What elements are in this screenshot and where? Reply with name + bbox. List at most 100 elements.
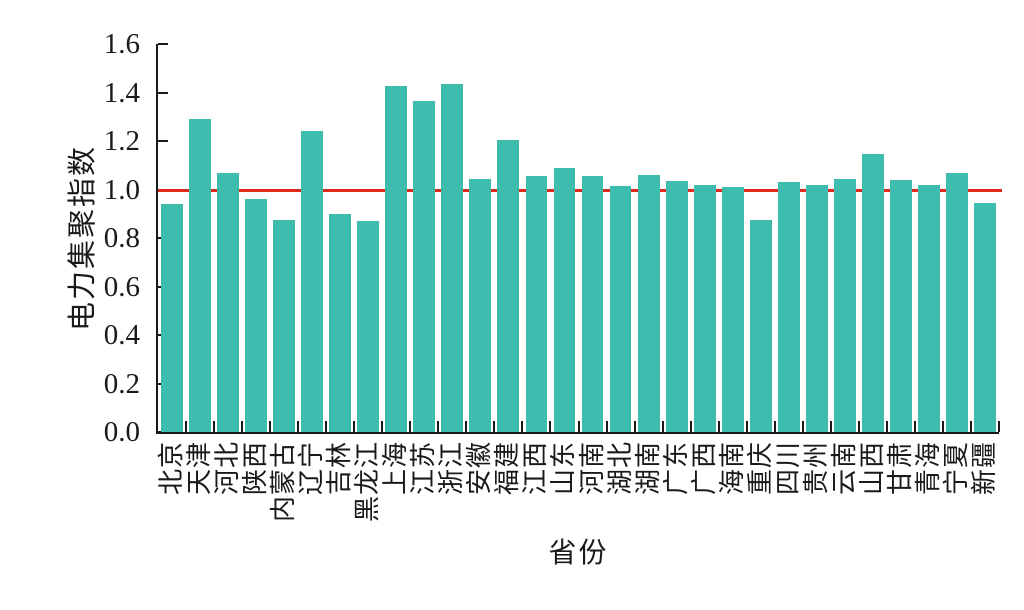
x-axis-tick	[297, 421, 300, 432]
bar-吉林	[329, 213, 352, 432]
x-tick-label-text: 湖南	[633, 441, 663, 496]
y-axis-tick	[158, 43, 168, 45]
bar-湖南	[637, 174, 660, 432]
x-tick-label-text: 福建	[493, 441, 523, 496]
bar-江西	[525, 176, 548, 432]
x-axis-tick	[801, 421, 804, 432]
bar-浙江	[441, 84, 464, 432]
x-axis-tick	[773, 421, 776, 432]
x-axis-tick	[241, 421, 244, 432]
bar-广东	[665, 181, 688, 432]
x-axis-tick	[549, 421, 552, 432]
x-tick-label-text: 重庆	[745, 441, 775, 496]
x-tick-label-text: 山西	[857, 441, 887, 496]
x-axis-tick	[689, 421, 692, 432]
x-tick-label-text: 陕西	[241, 441, 271, 496]
x-axis-tick	[857, 421, 860, 432]
x-axis-tick	[661, 421, 664, 432]
bar-辽宁	[301, 131, 324, 432]
x-axis-tick	[213, 421, 216, 432]
x-axis-tick	[185, 421, 188, 432]
x-tick-label-text: 贵州	[801, 441, 831, 496]
plot-area	[156, 43, 1002, 434]
y-axis-tick	[158, 91, 168, 94]
x-axis-tick	[521, 421, 524, 432]
x-tick-label-text: 黑龙江	[353, 441, 383, 523]
x-axis-tick	[353, 421, 356, 432]
bar-北京	[161, 204, 183, 432]
x-tick-label-text: 新疆	[969, 441, 999, 496]
bar-云南	[833, 178, 856, 432]
bar-内蒙古	[273, 219, 296, 432]
x-axis-tick	[269, 421, 272, 432]
bar-四川	[777, 182, 800, 432]
x-axis-tick	[409, 421, 412, 432]
x-axis-tick	[465, 421, 468, 432]
bar-新疆	[974, 202, 996, 432]
bar-宁夏	[946, 172, 968, 432]
x-axis-tick	[829, 421, 832, 432]
bar-山东	[553, 167, 576, 432]
x-axis-tick	[913, 421, 916, 432]
bar-福建	[497, 139, 520, 432]
x-axis-tick	[577, 421, 580, 432]
bar-山西	[861, 154, 884, 432]
x-tick-label-text: 辽宁	[297, 441, 327, 496]
bar-江苏	[413, 101, 436, 432]
x-tick-label-text: 河北	[213, 441, 243, 496]
x-tick-label-text: 内蒙古	[269, 441, 299, 523]
x-tick-label-text: 云南	[829, 441, 859, 496]
x-axis-tick	[941, 421, 944, 432]
y-axis-tick-label: 0.8	[103, 222, 140, 254]
x-axis-tick	[885, 421, 888, 432]
bar-青海	[917, 184, 940, 432]
y-axis-tick-label: 0.0	[103, 416, 140, 448]
x-tick-label-text: 山东	[549, 441, 579, 496]
x-tick-label-text: 江西	[521, 441, 551, 496]
y-axis-tick	[158, 140, 168, 142]
x-axis-tick	[745, 421, 748, 432]
x-tick-label-text: 江苏	[409, 441, 439, 496]
bar-天津	[189, 119, 211, 432]
x-tick-label-text: 广西	[689, 441, 719, 496]
x-tick-label-text: 吉林	[325, 441, 355, 496]
x-tick-label-text: 安徽	[465, 441, 495, 496]
bar-河北	[217, 172, 239, 432]
x-axis-tick	[633, 421, 636, 432]
x-tick-label-text: 宁夏	[941, 441, 971, 496]
x-tick-label-text: 湖北	[605, 441, 635, 496]
bar-贵州	[805, 184, 828, 432]
x-tick-label-text: 天津	[185, 441, 215, 496]
x-tick-label-text: 甘肃	[885, 441, 915, 496]
y-axis-tick-label: 0.6	[103, 270, 140, 303]
y-axis-tick	[158, 431, 168, 433]
x-axis-tick	[998, 421, 1000, 432]
x-tick-label-text: 青海	[913, 441, 943, 496]
x-axis-tick	[969, 421, 972, 432]
y-axis-tick-label: 1.0	[103, 173, 140, 206]
x-tick-label-text: 海南	[717, 441, 747, 496]
bar-黑龙江	[357, 221, 380, 432]
bar-广西	[693, 184, 716, 432]
y-axis-tick-label: 0.4	[103, 319, 140, 351]
x-axis-title: 省份	[548, 538, 609, 569]
x-tick-label-text: 河南	[577, 441, 607, 496]
bar-河南	[581, 176, 604, 432]
bar-安徽	[469, 178, 492, 432]
x-axis-tick	[605, 421, 608, 432]
bar-上海	[385, 86, 408, 432]
bar-海南	[721, 187, 744, 432]
x-tick-label-text: 浙江	[437, 441, 467, 496]
x-axis-tick	[325, 421, 328, 432]
reference-line	[158, 188, 1002, 192]
bar-甘肃	[889, 179, 912, 432]
x-tick-label-text: 上海	[381, 441, 411, 496]
x-axis-tick	[437, 421, 440, 432]
x-axis-tick	[493, 421, 496, 432]
x-axis-tick	[381, 421, 384, 432]
y-axis-tick-label: 0.2	[103, 367, 140, 400]
bar-陕西	[245, 199, 268, 432]
x-axis-tick	[717, 421, 720, 432]
y-axis-tick-label: 1.2	[103, 125, 140, 157]
